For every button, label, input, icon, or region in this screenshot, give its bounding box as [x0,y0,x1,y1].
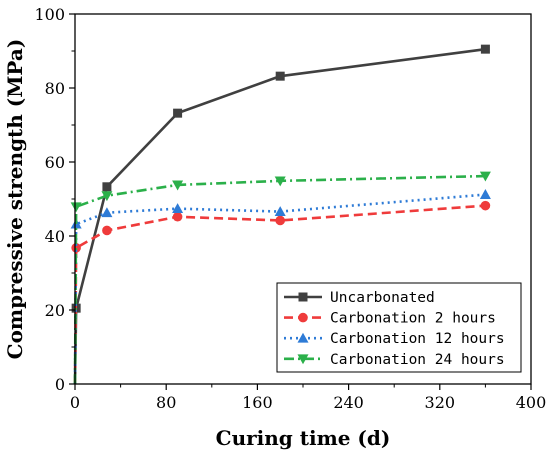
series-4 [70,171,491,385]
series-2 [71,200,491,385]
x-tick-label: 0 [70,393,80,412]
data-point [274,176,286,187]
data-point [172,203,184,214]
data-point [172,180,184,191]
series-line [73,174,486,385]
data-point [275,71,285,81]
data-point [274,206,286,216]
data-point [101,191,113,202]
y-tick-label: 20 [45,301,65,320]
plot-layer [70,44,491,385]
data-point [173,108,183,118]
data-point [480,44,490,54]
data-point [480,200,491,211]
y-axis-title: Compressive strength (MPa) [3,39,27,360]
y-tick-label: 80 [45,79,65,98]
series-line [73,204,486,385]
x-tick-label: 320 [425,393,456,412]
data-point [102,182,112,192]
legend-marker [298,312,308,323]
data-point [101,207,113,218]
x-tick-label: 240 [333,393,364,412]
data-point [102,225,112,236]
axis-ticks: 0 80 160 240 320 400 0 20 40 60 80 100 [34,5,546,412]
data-point [71,243,81,253]
legend-marker [298,292,308,302]
data-point [479,171,491,182]
x-tick-label: 80 [156,393,176,412]
x-axis-title: Curing time (d) [216,426,391,450]
data-point [70,202,82,213]
x-tick-label: 160 [242,393,273,412]
y-tick-label: 0 [55,375,65,394]
legend-marker [297,354,309,365]
data-point [275,215,286,226]
legend-marker [297,332,309,343]
legend-items: Uncarbonated Carbonation 2 hours Carbonati… [284,290,505,368]
y-tick-label: 100 [34,5,65,24]
legend-label: Carbonation 24 hours [330,352,505,368]
y-tick-label: 60 [45,153,65,172]
y-tick-label: 40 [45,227,65,246]
legend-label: Carbonation 2 hours [330,311,496,327]
legend-label: Carbonation 12 hours [330,331,505,347]
legend: Uncarbonated Carbonation 2 hours Carbonati… [276,282,522,373]
legend-label: Uncarbonated [330,290,435,306]
series-line [73,193,486,385]
x-tick-label: 400 [516,393,547,412]
data-point [479,189,491,199]
data-point [172,211,183,222]
